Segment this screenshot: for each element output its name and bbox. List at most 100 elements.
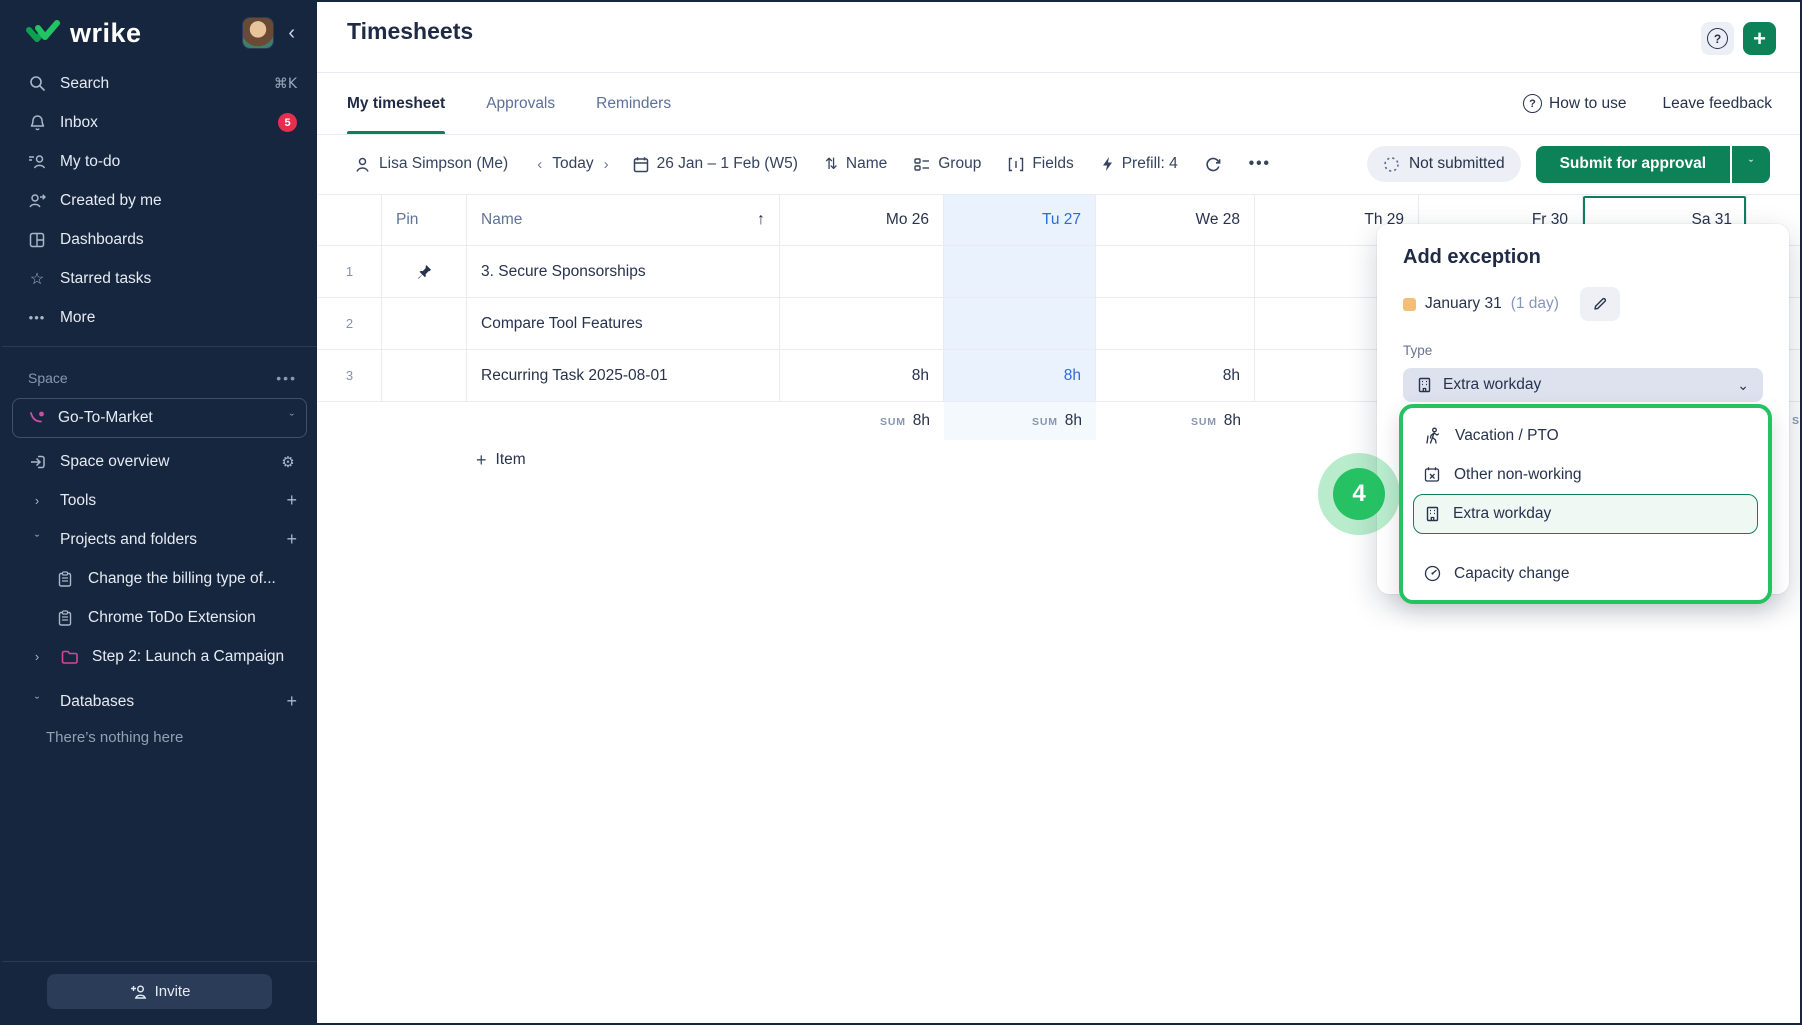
hours-cell-tu[interactable] [944, 298, 1096, 349]
task-name[interactable]: Compare Tool Features [467, 298, 780, 349]
fields-icon [1009, 157, 1024, 171]
sidebar-item-chrome-todo[interactable]: Chrome ToDo Extension [2, 598, 317, 637]
refresh-button[interactable] [1205, 156, 1222, 173]
column-header-tu[interactable]: Tu 27 [944, 195, 1096, 245]
sum-cell-tu: SUM 8h [944, 402, 1096, 440]
space-chart-icon [30, 411, 44, 423]
dashboards-icon [28, 232, 46, 248]
tab-my-timesheet[interactable]: My timesheet [347, 73, 446, 134]
sum-label: SUM [1032, 416, 1058, 428]
hours-cell-mo[interactable] [780, 246, 944, 297]
hours-cell-mo[interactable] [780, 298, 944, 349]
column-header-name[interactable]: Name ↑ [467, 195, 780, 245]
column-header-th[interactable]: Th 29 [1255, 195, 1419, 245]
status-badge: Not submitted [1366, 146, 1521, 182]
today-button[interactable]: Today [552, 155, 594, 172]
column-header-pin[interactable]: Pin [382, 195, 467, 245]
add-item-button[interactable]: + Item [467, 450, 526, 471]
pin-cell[interactable] [382, 298, 467, 349]
leave-feedback-link[interactable]: Leave feedback [1663, 95, 1772, 113]
question-icon: ? [1707, 28, 1728, 49]
tab-label: My timesheet [347, 94, 446, 112]
option-vacation-pto[interactable]: Vacation / PTO [1403, 416, 1768, 455]
task-name[interactable]: Recurring Task 2025-08-01 [467, 350, 780, 401]
gear-icon[interactable]: ⚙ [281, 453, 295, 471]
sidebar-item-space-overview[interactable]: Space overview ⚙ [2, 442, 317, 481]
prev-week-icon[interactable]: ‹ [537, 155, 543, 173]
plus-icon[interactable]: + [286, 490, 297, 510]
sidebar-item-projects-and-folders[interactable]: ˇ Projects and folders + [2, 520, 317, 559]
sidebar-item-databases[interactable]: ˇ Databases + [2, 682, 317, 721]
sidebar-item-search[interactable]: Search ⌘K [2, 64, 317, 103]
submit-for-approval-button[interactable]: Submit for approval [1535, 145, 1730, 183]
plus-icon[interactable]: + [286, 691, 297, 711]
option-other-non-working[interactable]: Other non-working [1403, 455, 1768, 494]
sort-label: Name [845, 155, 888, 172]
chevron-right-icon: › [34, 493, 40, 508]
sidebar-collapse-icon[interactable]: ‹ [288, 21, 295, 44]
header-divider [317, 72, 1800, 73]
more-dots-icon: ••• [28, 310, 46, 325]
tab-reminders[interactable]: Reminders [596, 73, 671, 134]
space-selector-go-to-market[interactable]: Go-To-Market ˇ [12, 398, 307, 438]
page-title: Timesheets [347, 18, 474, 44]
option-label: Vacation / PTO [1455, 426, 1559, 444]
group-control[interactable]: Group [914, 155, 981, 173]
sidebar-footer: Invite [2, 961, 317, 1023]
user-filter[interactable]: Lisa Simpson (Me) [354, 155, 508, 173]
user-avatar[interactable] [242, 17, 275, 49]
invite-button[interactable]: Invite [47, 974, 272, 1009]
hours-cell-we[interactable]: 8h [1096, 350, 1255, 401]
plus-icon[interactable]: + [286, 529, 297, 549]
sidebar-item-tools[interactable]: › Tools + [2, 481, 317, 520]
column-header-sa[interactable]: Sa 31 [1583, 195, 1747, 245]
sidebar-item-starred-tasks[interactable]: ☆ Starred tasks [2, 259, 317, 298]
tab-approvals[interactable]: Approvals [486, 73, 555, 134]
option-extra-workday-selected[interactable]: Extra workday [1413, 494, 1758, 534]
sidebar-item-more[interactable]: ••• More [2, 298, 317, 337]
exception-duration: (1 day) [1510, 295, 1559, 312]
chevron-down-icon: ˇ [34, 532, 40, 547]
more-options-button[interactable]: ••• [1248, 155, 1271, 172]
date-range-picker[interactable]: 26 Jan – 1 Feb (W5) [633, 155, 798, 173]
help-button[interactable]: ? [1701, 22, 1734, 55]
sidebar-item-dashboards[interactable]: Dashboards [2, 220, 317, 259]
option-capacity-change[interactable]: Capacity change [1403, 554, 1768, 593]
how-to-use-link[interactable]: ? How to use [1523, 94, 1627, 113]
person-arrow-icon [28, 192, 46, 209]
space-menu-icon[interactable]: ••• [276, 370, 297, 386]
edit-date-button[interactable] [1579, 287, 1620, 321]
submit-dropdown-button[interactable]: ˇ [1732, 145, 1770, 183]
plus-icon: + [476, 449, 487, 470]
next-week-icon[interactable]: › [603, 155, 609, 173]
sidebar-item-my-todo[interactable]: My to-do [2, 142, 317, 181]
pin-cell[interactable] [382, 350, 467, 401]
chevron-down-icon: ˇ [34, 694, 40, 709]
prefill-control[interactable]: Prefill: 4 [1101, 155, 1178, 173]
task-name[interactable]: 3. Secure Sponsorships [467, 246, 780, 297]
sidebar-item-inbox[interactable]: Inbox 5 [2, 103, 317, 142]
column-header-fr[interactable]: Fr 30 [1419, 195, 1583, 245]
todo-person-icon [28, 153, 46, 170]
pin-cell[interactable] [382, 246, 467, 297]
sidebar-item-step2-campaign[interactable]: › Step 2: Launch a Campaign [2, 637, 317, 676]
projects-folders-label: Projects and folders [60, 530, 197, 548]
clipboard-icon [56, 570, 74, 587]
hours-cell-we[interactable] [1096, 298, 1255, 349]
create-new-button[interactable]: + [1743, 22, 1776, 55]
sidebar-item-created-by-me[interactable]: Created by me [2, 181, 317, 220]
column-header-we[interactable]: We 28 [1096, 195, 1255, 245]
hours-cell-we[interactable] [1096, 246, 1255, 297]
sidebar-item-change-billing[interactable]: Change the billing type of... [2, 559, 317, 598]
hours-cell-tu[interactable]: 8h [944, 350, 1096, 401]
fields-control[interactable]: Fields [1008, 155, 1074, 173]
hours-cell-mo[interactable]: 8h [780, 350, 944, 401]
exception-type-select[interactable]: Extra workday ⌄ [1403, 368, 1763, 402]
exception-type-dropdown: Vacation / PTO Other non-working Extra w… [1399, 404, 1772, 604]
sort-control[interactable]: ⇅ Name [825, 155, 887, 173]
column-header-mo[interactable]: Mo 26 [780, 195, 944, 245]
hours-cell-tu[interactable] [944, 246, 1096, 297]
add-item-label: Item [495, 451, 526, 468]
type-label: Type [1403, 343, 1433, 358]
